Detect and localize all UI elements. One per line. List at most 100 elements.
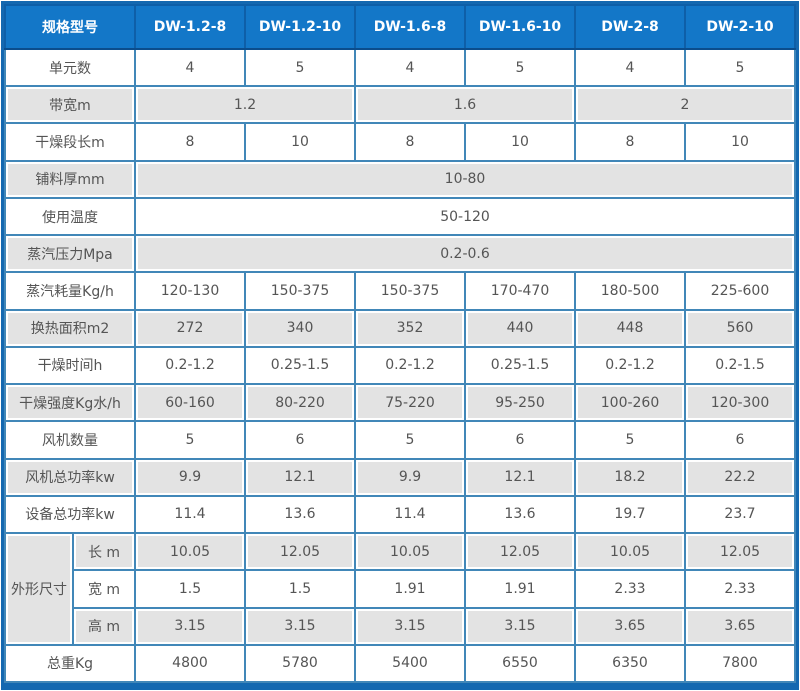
value-cell: 13.6 — [464, 494, 576, 535]
table-row-steam-consumption: 蒸汽耗量Kg/h 120-130 150-375 150-375 170-470… — [4, 271, 796, 311]
value-cell: 8 — [354, 122, 466, 162]
value-cell: 12.1 — [464, 457, 576, 497]
value-cell: 9.9 — [354, 457, 466, 497]
value-cell: 100-260 — [574, 383, 686, 423]
value-cell: 12.05 — [464, 532, 576, 572]
table-row-operating-temperature: 使用温度 50-120 — [4, 196, 796, 237]
value-cell: 5 — [574, 420, 686, 460]
value-cell: 22.2 — [684, 457, 796, 497]
value-cell: 8 — [574, 122, 686, 162]
table-row-material-thickness: 铺料厚mm 10-80 — [4, 159, 796, 199]
table-row-belt-width: 带宽m 1.2 1.6 2 — [4, 85, 796, 125]
value-cell: 80-220 — [244, 383, 356, 423]
value-cell: 0.2-1.2 — [134, 345, 246, 386]
table-row-fan-count: 风机数量 5 6 5 6 5 6 — [4, 420, 796, 460]
value-cell: 60-160 — [134, 383, 246, 423]
value-cell: 3.15 — [354, 606, 466, 646]
column-header-model: DW-1.2-10 — [244, 4, 356, 50]
value-cell: 12.1 — [244, 457, 356, 497]
value-cell: 4 — [574, 47, 686, 88]
value-cell: 5 — [354, 420, 466, 460]
value-cell: 5 — [134, 420, 246, 460]
value-cell: 6 — [684, 420, 796, 460]
value-cell: 10.05 — [574, 532, 686, 572]
value-cell: 11.4 — [354, 494, 466, 535]
value-cell: 19.7 — [574, 494, 686, 535]
value-cell: 2.33 — [684, 569, 796, 609]
value-cell: 6 — [244, 420, 356, 460]
row-label: 总重Kg — [4, 643, 136, 684]
table-row-drying-section-length: 干燥段长m 8 10 8 10 8 10 — [4, 122, 796, 162]
row-label: 带宽m — [4, 85, 136, 125]
value-cell: 5 — [244, 47, 356, 88]
table-row-dimension-height: 高 m 3.15 3.15 3.15 3.15 3.65 3.65 — [5, 606, 796, 646]
value-cell: 180-500 — [574, 271, 686, 311]
value-cell: 560 — [684, 308, 796, 348]
value-cell: 4800 — [134, 643, 246, 684]
value-cell: 120-130 — [134, 271, 246, 311]
value-cell: 10.05 — [134, 532, 246, 572]
value-cell: 75-220 — [354, 383, 466, 423]
value-cell: 3.15 — [134, 606, 246, 646]
value-cell: 120-300 — [684, 383, 796, 423]
row-label: 铺料厚mm — [4, 159, 136, 199]
table-row-fan-total-power: 风机总功率kw 9.9 12.1 9.9 12.1 18.2 22.2 — [4, 457, 796, 497]
value-cell: 6 — [464, 420, 576, 460]
value-cell: 0.2-0.6 — [134, 234, 796, 274]
row-sublabel: 宽 m — [72, 569, 136, 609]
value-cell: 12.05 — [244, 532, 356, 572]
value-cell: 1.91 — [354, 569, 466, 609]
row-label: 干燥段长m — [4, 122, 136, 162]
table-row-drying-intensity: 干燥强度Kg水/h 60-160 80-220 75-220 95-250 10… — [4, 383, 796, 423]
value-cell: 150-375 — [354, 271, 466, 311]
value-cell: 225-600 — [684, 271, 796, 311]
corner-header: 规格型号 — [4, 4, 136, 50]
value-cell: 5 — [684, 47, 796, 88]
value-cell: 18.2 — [574, 457, 686, 497]
value-cell: 10 — [464, 122, 576, 162]
value-cell: 0.25-1.5 — [464, 345, 576, 386]
row-sublabel: 长 m — [72, 532, 136, 572]
row-label: 干燥时间h — [4, 345, 136, 386]
column-header-model: DW-1.2-8 — [134, 4, 246, 50]
value-cell: 0.2-1.2 — [354, 345, 466, 386]
value-cell: 448 — [574, 308, 686, 348]
value-cell: 0.2-1.2 — [574, 345, 686, 386]
value-cell: 5400 — [354, 643, 466, 684]
value-cell: 10.05 — [354, 532, 466, 572]
value-cell: 1.5 — [134, 569, 246, 609]
value-cell: 2.33 — [574, 569, 686, 609]
value-cell: 3.15 — [464, 606, 576, 646]
row-sublabel: 高 m — [72, 606, 136, 646]
value-cell: 150-375 — [244, 271, 356, 311]
value-cell: 10 — [684, 122, 796, 162]
table-row-drying-time: 干燥时间h 0.2-1.2 0.25-1.5 0.2-1.2 0.25-1.5 … — [4, 345, 796, 386]
value-cell: 23.7 — [684, 494, 796, 535]
table-row-dimension-length: 外形尺寸 长 m 10.05 12.05 10.05 12.05 10.05 1… — [4, 532, 796, 646]
value-cell: 3.15 — [244, 606, 356, 646]
value-cell: 3.65 — [574, 606, 686, 646]
row-label: 单元数 — [4, 47, 136, 88]
column-header-model: DW-1.6-8 — [354, 4, 466, 50]
value-cell: 1.91 — [464, 569, 576, 609]
column-header-model: DW-2-10 — [684, 4, 796, 50]
value-cell: 8 — [134, 122, 246, 162]
value-cell: 9.9 — [134, 457, 246, 497]
table-row-unit-count: 单元数 4 5 4 5 4 5 — [4, 47, 796, 88]
value-cell: 1.2 — [134, 85, 356, 125]
value-cell: 6550 — [464, 643, 576, 684]
row-label: 设备总功率kw — [4, 494, 136, 535]
value-cell: 1.6 — [354, 85, 576, 125]
value-cell: 2 — [574, 85, 796, 125]
table-row-heat-exchange-area: 换热面积m2 272 340 352 440 448 560 — [4, 308, 796, 348]
value-cell: 272 — [134, 308, 246, 348]
table-row-equipment-total-power: 设备总功率kw 11.4 13.6 11.4 13.6 19.7 23.7 — [4, 494, 796, 535]
value-cell: 50-120 — [134, 196, 796, 237]
row-label: 蒸汽耗量Kg/h — [4, 271, 136, 311]
value-cell: 4 — [354, 47, 466, 88]
row-label: 换热面积m2 — [4, 308, 136, 348]
value-cell: 5780 — [244, 643, 356, 684]
value-cell: 3.65 — [684, 606, 796, 646]
value-cell: 4 — [134, 47, 246, 88]
